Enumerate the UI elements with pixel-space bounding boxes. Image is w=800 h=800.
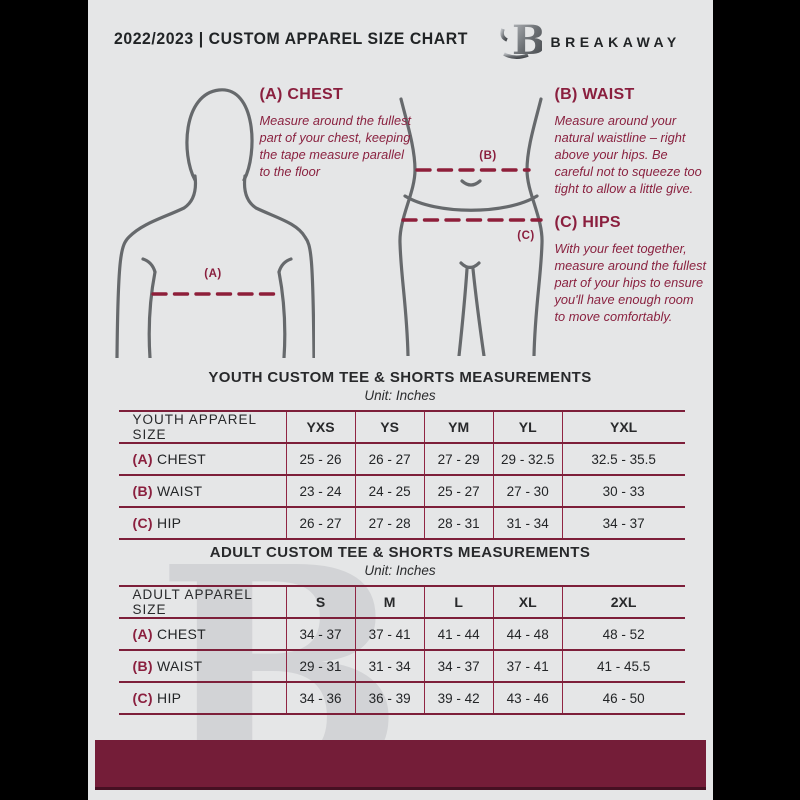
cell: 41 - 44 <box>423 618 494 651</box>
cell: 39 - 42 <box>423 682 494 715</box>
youth-header-row: YOUTH APPAREL SIZE YXS YS YM YL YXL <box>118 411 685 444</box>
column-header: YOUTH APPAREL SIZE <box>118 411 287 444</box>
waist-guide-block: (B) WAIST Measure around your natural wa… <box>555 86 707 197</box>
cell: 36 - 39 <box>354 682 425 715</box>
chest-guide-block: (A) CHEST Measure around the fullest par… <box>260 86 418 180</box>
cell: 23 - 24 <box>285 475 356 508</box>
cell: 32.5 - 35.5 <box>561 443 685 476</box>
column-header: YL <box>492 411 563 444</box>
lower-body-illustration: (B) (C) <box>391 93 551 361</box>
cell: 48 - 52 <box>561 618 685 651</box>
hips-description: With your feet together, measure around … <box>554 241 707 325</box>
hips-marker-label: (C) <box>517 230 534 242</box>
cell: 34 - 37 <box>561 507 685 540</box>
brand-name: BREAKAWAY <box>550 33 681 50</box>
column-header: M <box>354 586 425 619</box>
cell: 34 - 37 <box>285 618 356 651</box>
chest-description: Measure around the fullest part of your … <box>259 113 412 180</box>
cell: 30 - 33 <box>561 475 685 508</box>
cell: 41 - 45.5 <box>561 650 685 683</box>
youth-size-table: YOUTH APPAREL SIZE YXS YS YM YL YXL (A) … <box>118 410 685 540</box>
youth-table-unit: Unit: Inches <box>364 388 436 403</box>
column-header: YS <box>354 411 425 444</box>
cell: 25 - 27 <box>423 475 494 508</box>
cell: 29 - 32.5 <box>492 443 563 476</box>
table-row: (A) CHEST 25 - 26 26 - 27 27 - 29 29 - 3… <box>118 443 685 476</box>
hips-heading: (C) HIPS <box>554 214 621 232</box>
column-header: YXS <box>285 411 356 444</box>
row-label: (C) HIP <box>118 507 287 540</box>
waist-hips-guide-column: (B) WAIST Measure around your natural wa… <box>555 86 707 325</box>
row-label: (A) CHEST <box>118 443 287 476</box>
cell: 25 - 26 <box>285 443 356 476</box>
hips-guide-block: (C) HIPS With your feet together, measur… <box>555 214 707 325</box>
waist-description: Measure around your natural waistline – … <box>554 113 702 197</box>
cell: 29 - 31 <box>285 650 356 683</box>
cell: 31 - 34 <box>492 507 563 540</box>
table-row: (C) HIP 26 - 27 27 - 28 28 - 31 31 - 34 … <box>118 507 685 540</box>
cell: 26 - 27 <box>354 443 425 476</box>
adult-header-row: ADULT APPAREL SIZE S M L XL 2XL <box>118 586 685 619</box>
table-row: (A) CHEST 34 - 37 37 - 41 41 - 44 44 - 4… <box>118 618 685 651</box>
table-row: (B) WAIST 29 - 31 31 - 34 34 - 37 37 - 4… <box>118 650 685 683</box>
column-header: S <box>285 586 356 619</box>
cell: 24 - 25 <box>354 475 425 508</box>
cell: 44 - 48 <box>492 618 563 651</box>
column-header: ADULT APPAREL SIZE <box>118 586 287 619</box>
row-label: (B) WAIST <box>118 475 287 508</box>
adult-table-title: ADULT CUSTOM TEE & SHORTS MEASUREMENTS <box>209 544 591 561</box>
waist-heading: (B) WAIST <box>554 86 635 103</box>
cell: 34 - 37 <box>423 650 494 683</box>
page-title: 2022/2023 | CUSTOM APPAREL SIZE CHART <box>113 29 468 48</box>
column-header: YXL <box>561 411 685 444</box>
cell: 31 - 34 <box>354 650 425 683</box>
cell: 27 - 28 <box>354 507 425 540</box>
waist-marker-label: (B) <box>479 150 496 162</box>
row-label: (B) WAIST <box>118 650 287 683</box>
size-chart-page: 2022/2023 | CUSTOM APPAREL SIZE CHART B … <box>87 0 713 800</box>
cell: 27 - 30 <box>492 475 563 508</box>
youth-table-title: YOUTH CUSTOM TEE & SHORTS MEASUREMENTS <box>208 369 592 386</box>
adult-size-table: ADULT APPAREL SIZE S M L XL 2XL (A) CHES… <box>118 585 685 715</box>
row-label: (C) HIP <box>118 682 287 715</box>
cell: 46 - 50 <box>561 682 685 715</box>
cell: 34 - 36 <box>285 682 356 715</box>
column-header: XL <box>492 586 563 619</box>
brand-block: B BREAKAWAY <box>499 16 681 67</box>
column-header: YM <box>423 411 494 444</box>
adult-table-unit: Unit: Inches <box>364 563 436 578</box>
breakaway-logo-icon: B <box>499 16 545 67</box>
cell: 26 - 27 <box>285 507 356 540</box>
cell: 37 - 41 <box>492 650 563 683</box>
column-header: 2XL <box>561 586 685 619</box>
cell: 37 - 41 <box>354 618 425 651</box>
cell: 27 - 29 <box>423 443 494 476</box>
chest-marker-label: (A) <box>204 268 221 280</box>
footer-bar <box>94 740 706 790</box>
chest-figure-illustration: (A) <box>105 80 316 363</box>
chest-heading: (A) CHEST <box>259 86 344 103</box>
table-row: (C) HIP 34 - 36 36 - 39 39 - 42 43 - 46 … <box>118 682 685 715</box>
row-label: (A) CHEST <box>118 618 287 651</box>
cell: 43 - 46 <box>492 682 563 715</box>
cell: 28 - 31 <box>423 507 494 540</box>
column-header: L <box>423 586 494 619</box>
table-row: (B) WAIST 23 - 24 24 - 25 25 - 27 27 - 3… <box>118 475 685 508</box>
